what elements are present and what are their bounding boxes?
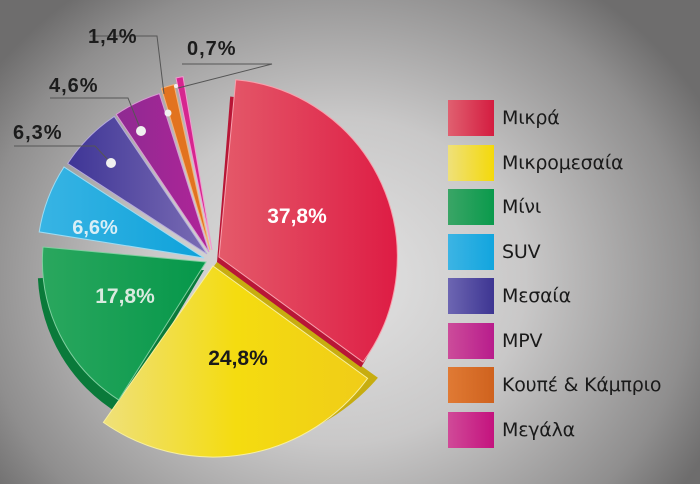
pie-slices xyxy=(38,76,398,458)
legend-swatch xyxy=(448,278,494,315)
legend-item-megala: Μεγάλα xyxy=(448,408,661,453)
legend-swatch xyxy=(448,233,494,270)
legend-swatch xyxy=(448,322,494,359)
legend-item-suv: SUV xyxy=(448,230,661,275)
slice-megala[interactable] xyxy=(175,76,213,251)
legend-swatch xyxy=(448,411,494,448)
legend-swatch xyxy=(448,367,494,404)
label-megala: 0,7% xyxy=(187,38,237,60)
legend-item-coupe: Κουπέ & Κάμπριο xyxy=(448,363,662,408)
label-mesaia: 6,3% xyxy=(13,122,63,144)
legend-label: MPV xyxy=(502,329,543,352)
legend-item-mesaia: Μεσαία xyxy=(448,274,661,319)
legend-item-mini: Μίνι xyxy=(448,185,661,230)
legend-swatch xyxy=(448,144,494,181)
legend-swatch xyxy=(448,189,494,226)
label-suv: 6,6% xyxy=(72,217,118,239)
slice-mini[interactable] xyxy=(41,246,207,401)
label-mpv: 4,6% xyxy=(49,75,99,97)
legend-label: Μεγάλα xyxy=(502,418,576,441)
legend-label: Μικρά xyxy=(502,107,560,130)
label-mikromesaia: 24,8% xyxy=(208,347,268,370)
slice-mikromesaia[interactable] xyxy=(102,265,369,458)
label-mini: 17,8% xyxy=(95,285,155,308)
label-mikra: 37,8% xyxy=(267,205,327,228)
legend-item-mikra: Μικρά xyxy=(448,96,661,141)
label-coupe: 1,4% xyxy=(88,26,138,48)
legend-label: SUV xyxy=(502,240,541,263)
slice-mikra[interactable] xyxy=(218,79,398,363)
legend-item-mpv: MPV xyxy=(448,319,661,364)
legend-label: Μικρομεσαία xyxy=(502,151,624,174)
legend-label: Μεσαία xyxy=(502,285,571,308)
legend-label: Μίνι xyxy=(502,196,542,219)
legend-label: Κουπέ & Κάμπριο xyxy=(502,374,662,397)
legend-swatch xyxy=(448,100,494,137)
legend-item-mikromesaia: Μικρομεσαία xyxy=(448,141,661,186)
slice-coupe[interactable] xyxy=(160,83,211,251)
slice-mesaia[interactable] xyxy=(67,115,208,255)
leader-lines xyxy=(14,35,273,163)
slice-suv[interactable] xyxy=(38,166,205,259)
legend: Μικρά Μικρομεσαία Μίνι SUV Μεσαία MPV Κο… xyxy=(448,96,662,453)
leader-dots xyxy=(106,84,178,168)
